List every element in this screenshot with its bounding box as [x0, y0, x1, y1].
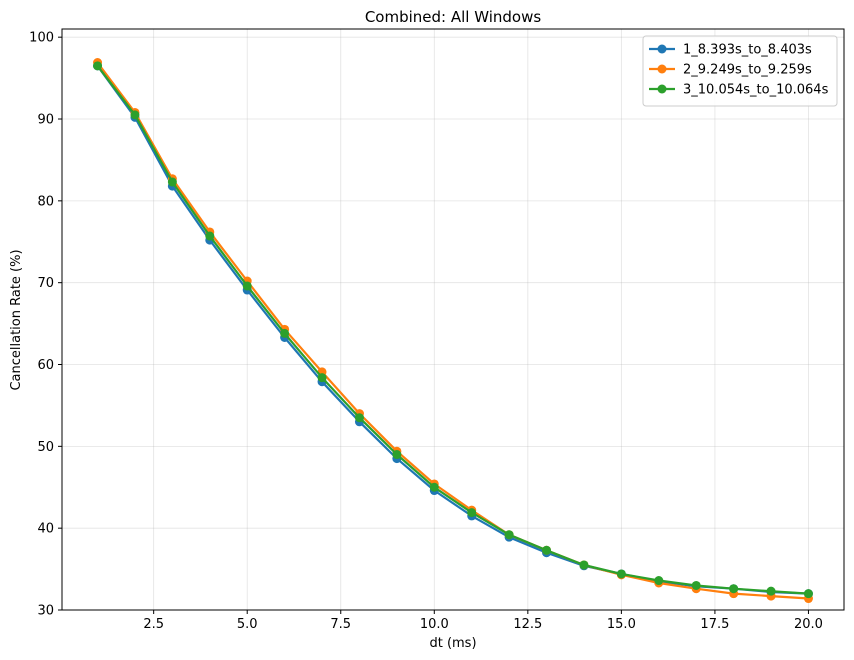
- x-tick-label: 17.5: [700, 617, 729, 632]
- series-3-point: [729, 584, 739, 594]
- series-3-point: [542, 545, 552, 555]
- legend-item: 1_8.393s_to_8.403s: [649, 43, 812, 58]
- y-tick-label: 100: [29, 31, 54, 46]
- axis-ticks: 2.5 5.0 7.5 10.0 12.5 15.0 17.5 20.0 30 40 50 60 70 8…: [29, 31, 823, 632]
- series-3-point: [317, 373, 327, 383]
- series-3-point: [579, 560, 589, 570]
- y-tick-label: 60: [37, 358, 54, 373]
- series-3-point: [167, 177, 177, 187]
- series-3-point: [504, 530, 514, 540]
- series-3-point: [130, 110, 140, 120]
- legend-marker: [657, 64, 667, 74]
- legend-marker: [657, 44, 667, 54]
- series-3-point: [205, 231, 215, 241]
- series-3-point: [280, 328, 290, 338]
- legend-label: 2_9.249s_to_9.259s: [683, 63, 812, 78]
- legend: 1_8.393s_to_8.403s 2_9.249s_to_9.259s 3_10…: [642, 35, 838, 107]
- series-3-line: [96, 65, 809, 595]
- y-tick-label: 30: [37, 604, 54, 619]
- series-3-point: [242, 281, 252, 291]
- series-3-point: [93, 61, 103, 71]
- x-tick-label: 5.0: [237, 617, 258, 632]
- series-3-point: [766, 586, 776, 596]
- x-tick-label: 12.5: [513, 617, 542, 632]
- series-3-point: [467, 508, 477, 518]
- x-tick-label: 15.0: [607, 617, 636, 632]
- series-layer: [93, 58, 813, 604]
- y-tick-label: 40: [37, 522, 54, 537]
- series-3-point: [803, 589, 813, 599]
- legend-marker: [657, 84, 667, 94]
- y-tick-label: 50: [37, 440, 54, 455]
- series-3: [93, 61, 813, 599]
- legend-item: 3_10.054s_to_10.064s: [649, 83, 829, 98]
- chart-title: Combined: All Windows: [365, 8, 542, 26]
- legend-item: 2_9.249s_to_9.259s: [649, 63, 812, 78]
- legend-label: 3_10.054s_to_10.064s: [683, 83, 829, 98]
- series-3-point: [392, 450, 402, 460]
- y-axis-label: Cancellation Rate (%): [9, 249, 24, 390]
- y-tick-label: 90: [37, 113, 54, 128]
- x-tick-label: 2.5: [143, 617, 164, 632]
- legend-label: 1_8.393s_to_8.403s: [683, 43, 812, 58]
- y-tick-label: 70: [37, 276, 54, 291]
- x-tick-label: 20.0: [794, 617, 823, 632]
- series-3-point: [616, 569, 626, 579]
- series-3-point: [691, 580, 701, 590]
- y-tick-label: 80: [37, 194, 54, 209]
- legend-box: [642, 35, 838, 107]
- x-tick-label: 10.0: [420, 617, 449, 632]
- series-2-line: [96, 61, 809, 600]
- plot-frame: [61, 28, 845, 611]
- x-axis-label: dt (ms): [429, 636, 476, 651]
- series-3-point: [354, 413, 364, 423]
- x-tick-label: 7.5: [330, 617, 351, 632]
- series-3-point: [654, 576, 664, 586]
- series-3-point: [429, 482, 439, 492]
